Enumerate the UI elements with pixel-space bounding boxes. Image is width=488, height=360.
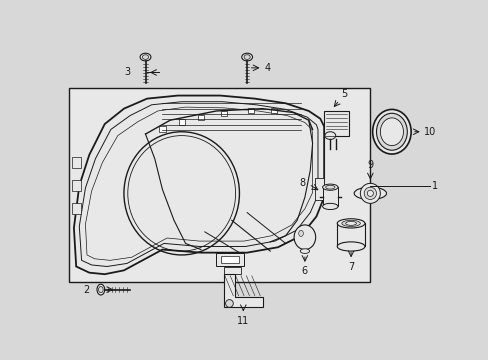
Text: 3: 3 [124,67,130,77]
Bar [247,108,254,113]
Text: 4: 4 [264,63,270,73]
Bar [221,111,226,116]
Text: 9: 9 [366,160,373,170]
Ellipse shape [372,109,410,154]
Ellipse shape [140,53,151,61]
Text: 8: 8 [299,177,305,188]
Ellipse shape [380,118,403,145]
Ellipse shape [325,185,334,189]
Ellipse shape [366,190,373,197]
Polygon shape [224,274,262,306]
Ellipse shape [322,184,337,190]
Bar [68,88,369,282]
Ellipse shape [345,221,356,225]
Ellipse shape [244,55,250,59]
Bar [71,157,81,168]
Text: 5: 5 [341,89,346,99]
Bar [337,223,364,247]
Ellipse shape [322,203,337,210]
Ellipse shape [298,230,303,237]
Ellipse shape [337,219,364,228]
Ellipse shape [97,284,104,295]
Bar [314,178,324,199]
Bar [71,180,81,191]
Text: 7: 7 [347,262,353,272]
Ellipse shape [341,220,360,226]
Text: 2: 2 [83,285,89,294]
Bar [270,108,277,113]
Bar [216,253,244,266]
Text: 1: 1 [431,181,437,191]
Ellipse shape [142,55,148,59]
Text: 10: 10 [424,127,436,137]
Bar [71,203,81,214]
Polygon shape [74,95,324,274]
Bar [198,115,203,120]
Ellipse shape [376,113,407,150]
Bar [224,266,241,274]
Ellipse shape [353,187,386,199]
Ellipse shape [293,225,315,249]
Ellipse shape [300,249,309,253]
Text: 6: 6 [301,266,307,276]
Ellipse shape [337,242,364,251]
Bar [322,187,337,206]
Ellipse shape [360,183,380,203]
Bar [159,126,165,132]
Text: 11: 11 [237,316,249,326]
Ellipse shape [241,53,252,61]
Ellipse shape [324,132,335,139]
Circle shape [225,300,233,307]
Ellipse shape [99,287,103,293]
Bar [221,256,239,264]
Bar [178,120,184,125]
Ellipse shape [364,187,376,199]
Bar [324,111,348,136]
